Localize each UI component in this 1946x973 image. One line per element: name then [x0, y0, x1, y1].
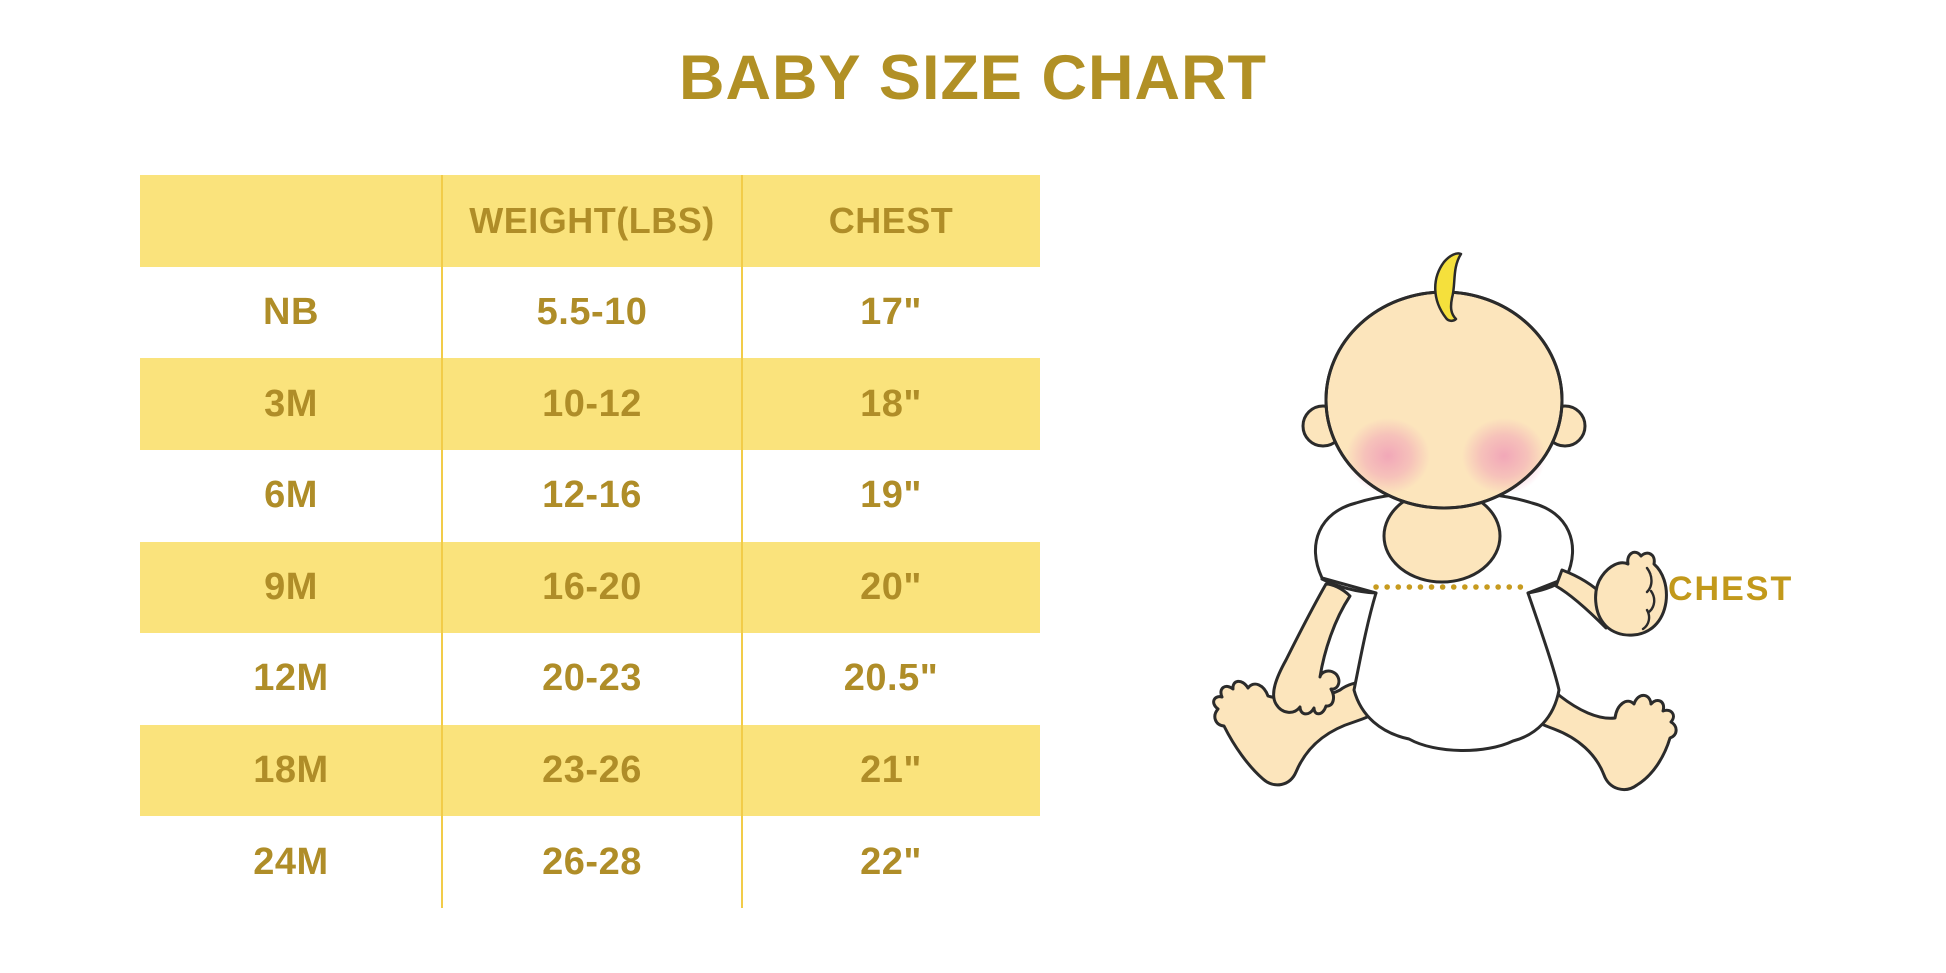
size-cell: 18M: [253, 749, 329, 792]
chest-cell: 21": [860, 749, 922, 792]
table-header-row: WEIGHT(LBS) CHEST: [140, 175, 1040, 267]
size-cell: 24M: [253, 840, 329, 883]
column-divider-line: [741, 175, 743, 908]
baby-right-fist: [1594, 550, 1668, 637]
chest-cell: 19": [860, 474, 922, 517]
header-cell-size: [140, 175, 442, 267]
weight-cell: 26-28: [542, 840, 642, 883]
baby-left-cheek: [1346, 418, 1430, 494]
table-row-18m: 18M 23-26 21": [140, 724, 1040, 817]
size-cell: 3M: [264, 382, 318, 425]
weight-cell: 12-16: [542, 474, 642, 517]
size-cell: 6M: [264, 474, 318, 517]
table-row-24m: 24M 26-28 22": [140, 816, 1040, 908]
column-divider-line: [441, 175, 443, 908]
weight-cell: 5.5-10: [536, 290, 648, 333]
weight-cell: 20-23: [542, 657, 642, 700]
sitting-baby-illustration: CHEST: [1160, 248, 1800, 828]
table-row-12m: 12M 20-23 20.5": [140, 633, 1040, 725]
fist-finger-lines: [1641, 566, 1656, 631]
left-sleeve-hem: [1320, 577, 1378, 595]
chest-cell: 22": [860, 840, 922, 883]
baby-hair-curl: [1434, 252, 1463, 323]
weight-cell: 16-20: [542, 565, 642, 608]
size-cell: NB: [263, 290, 319, 333]
table-row-9m: 9M 16-20 20": [140, 541, 1040, 634]
chest-cell: 20.5": [843, 657, 939, 700]
weight-cell: 10-12: [542, 382, 642, 425]
table-row-3m: 3M 10-12 18": [140, 358, 1040, 450]
chest-cell: 20": [860, 565, 922, 608]
page-title: BABY SIZE CHART: [679, 43, 1267, 113]
header-cell-weight: WEIGHT(LBS): [469, 199, 715, 241]
table-row-6m: 6M 12-16 19": [140, 450, 1040, 542]
size-cell: 12M: [253, 657, 329, 700]
baby-left-arm: [1272, 582, 1352, 716]
chest-label: CHEST: [1668, 570, 1793, 608]
baby-right-cheek: [1462, 418, 1546, 494]
size-cell: 9M: [264, 565, 318, 608]
chest-cell: 17": [860, 290, 922, 333]
weight-cell: 23-26: [542, 749, 642, 792]
header-cell-chest: CHEST: [828, 199, 954, 241]
chest-cell: 18": [860, 382, 922, 425]
table-row-nb: NB 5.5-10 17": [140, 267, 1040, 359]
size-table: WEIGHT(LBS) CHEST NB 5.5-10 17" 3M 10-12…: [140, 175, 1040, 908]
